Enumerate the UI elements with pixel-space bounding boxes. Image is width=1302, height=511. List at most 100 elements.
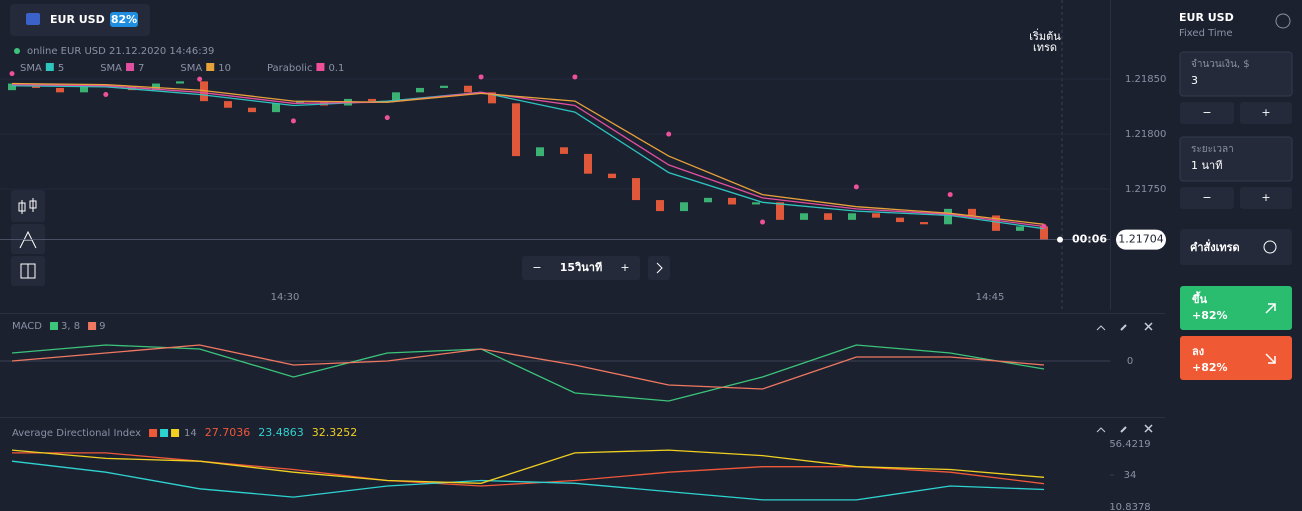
candle-icon [18,198,37,214]
indicator-legend: SMA 5 SMA 7 SMA 10 Parabolic 0.1 [20,63,344,74]
start-label: เทรด [1033,41,1057,54]
y-tick-label: 1.21850 [1125,74,1166,85]
candle [608,173,616,179]
candle [776,202,784,220]
parabolic-dot [9,71,15,77]
online-dot [14,48,20,54]
candle [728,197,736,205]
down-payout: +82% [1192,361,1228,374]
candle [488,92,496,104]
legend-swatch [206,63,215,71]
candle [152,83,160,91]
legend-name: 9 [99,321,105,332]
indicator-line [11,344,1045,402]
y-tick-label: 10.8378 [1109,502,1150,511]
candle [464,85,472,93]
candle [80,84,88,93]
candle [824,213,832,220]
flag-icon [26,13,40,25]
candle [872,213,880,218]
amount-plus[interactable] [1240,102,1292,124]
candle [392,92,400,102]
down-label: ลง [1192,345,1204,358]
candle [632,178,640,201]
candle [800,213,808,220]
candle-tool[interactable] [11,190,45,222]
candle [1040,226,1048,240]
candle [368,98,376,102]
legend-swatch [45,63,54,71]
amount: 3 [1191,74,1198,87]
up-payout: +82% [1192,309,1228,322]
duration-plus[interactable] [1240,187,1292,209]
timeframe-control [522,256,640,280]
plus: + [1261,106,1270,119]
amount-minus[interactable] [1180,102,1234,124]
candle [584,153,592,174]
legend-param: 5 [58,63,64,74]
candle [440,85,448,88]
edit-icon[interactable] [1120,324,1127,433]
parabolic-dot [290,118,296,124]
candle [752,202,760,205]
timeframe: 15วินาที [560,261,602,274]
up-button[interactable] [1180,286,1292,330]
panel-title: MACD [12,321,42,332]
legend-name: 3, 8 [61,321,80,332]
y-tick-label: 1.21800 [1125,129,1166,140]
timeframe-minus[interactable]: − [532,261,541,274]
sidebar-symbol: EUR USD [1179,11,1234,24]
minus: − [1202,191,1211,204]
y-tick-label: 0 [1127,356,1133,367]
indicator-line [11,449,1045,484]
parabolic-dot [666,131,672,137]
y-tick-label: 1.21750 [1125,184,1166,195]
timeframe-plus[interactable]: + [620,261,629,274]
next-button[interactable] [648,256,670,280]
candle [656,200,664,212]
panel-tools [1096,322,1153,433]
price-axis-border [1110,0,1111,310]
duration: 1 นาที [1191,159,1222,172]
parabolic-dot [197,76,203,82]
status: online EUR USD 21.12.2020 14:46:39 [27,46,214,57]
duration-minus[interactable] [1180,187,1234,209]
price-badge [1116,229,1166,250]
up-icon [1265,303,1276,314]
close-icon[interactable] [1144,322,1153,433]
legend-swatch [171,429,180,437]
order-box[interactable] [1180,229,1292,265]
up-label: ขึ้น [1192,291,1208,306]
candle [944,208,952,225]
candle [680,202,688,212]
parabolic-dot [1041,223,1047,229]
duration-label: ระยะเวลา [1191,144,1234,155]
amount-box[interactable] [1179,51,1293,97]
duration-box[interactable] [1179,136,1293,182]
candle [536,147,544,157]
symbol: EUR USD [50,13,105,26]
down-icon [1265,353,1276,364]
current-price: 1.21704 [1118,233,1164,246]
panel-divider [0,313,1165,314]
legend-swatch [88,322,97,330]
plus: + [1261,191,1270,204]
legend-swatch [149,429,158,437]
payout: 82% [111,13,137,26]
collapse-icon[interactable] [1096,325,1106,433]
legend-param: 0.1 [328,63,344,74]
candle [560,147,568,154]
candle [1016,226,1024,231]
candle [992,215,1000,231]
info-icon[interactable] [1275,13,1291,29]
candle [704,197,712,203]
draw-tool[interactable] [11,224,45,254]
mode: Fixed Time [1179,28,1233,39]
candle [968,208,976,216]
candle [176,81,184,84]
legend-swatch [49,322,58,330]
down-button[interactable] [1180,336,1292,380]
legend-param: 10 [218,63,231,74]
clock-icon [1263,240,1277,254]
legend-swatch [160,429,169,437]
